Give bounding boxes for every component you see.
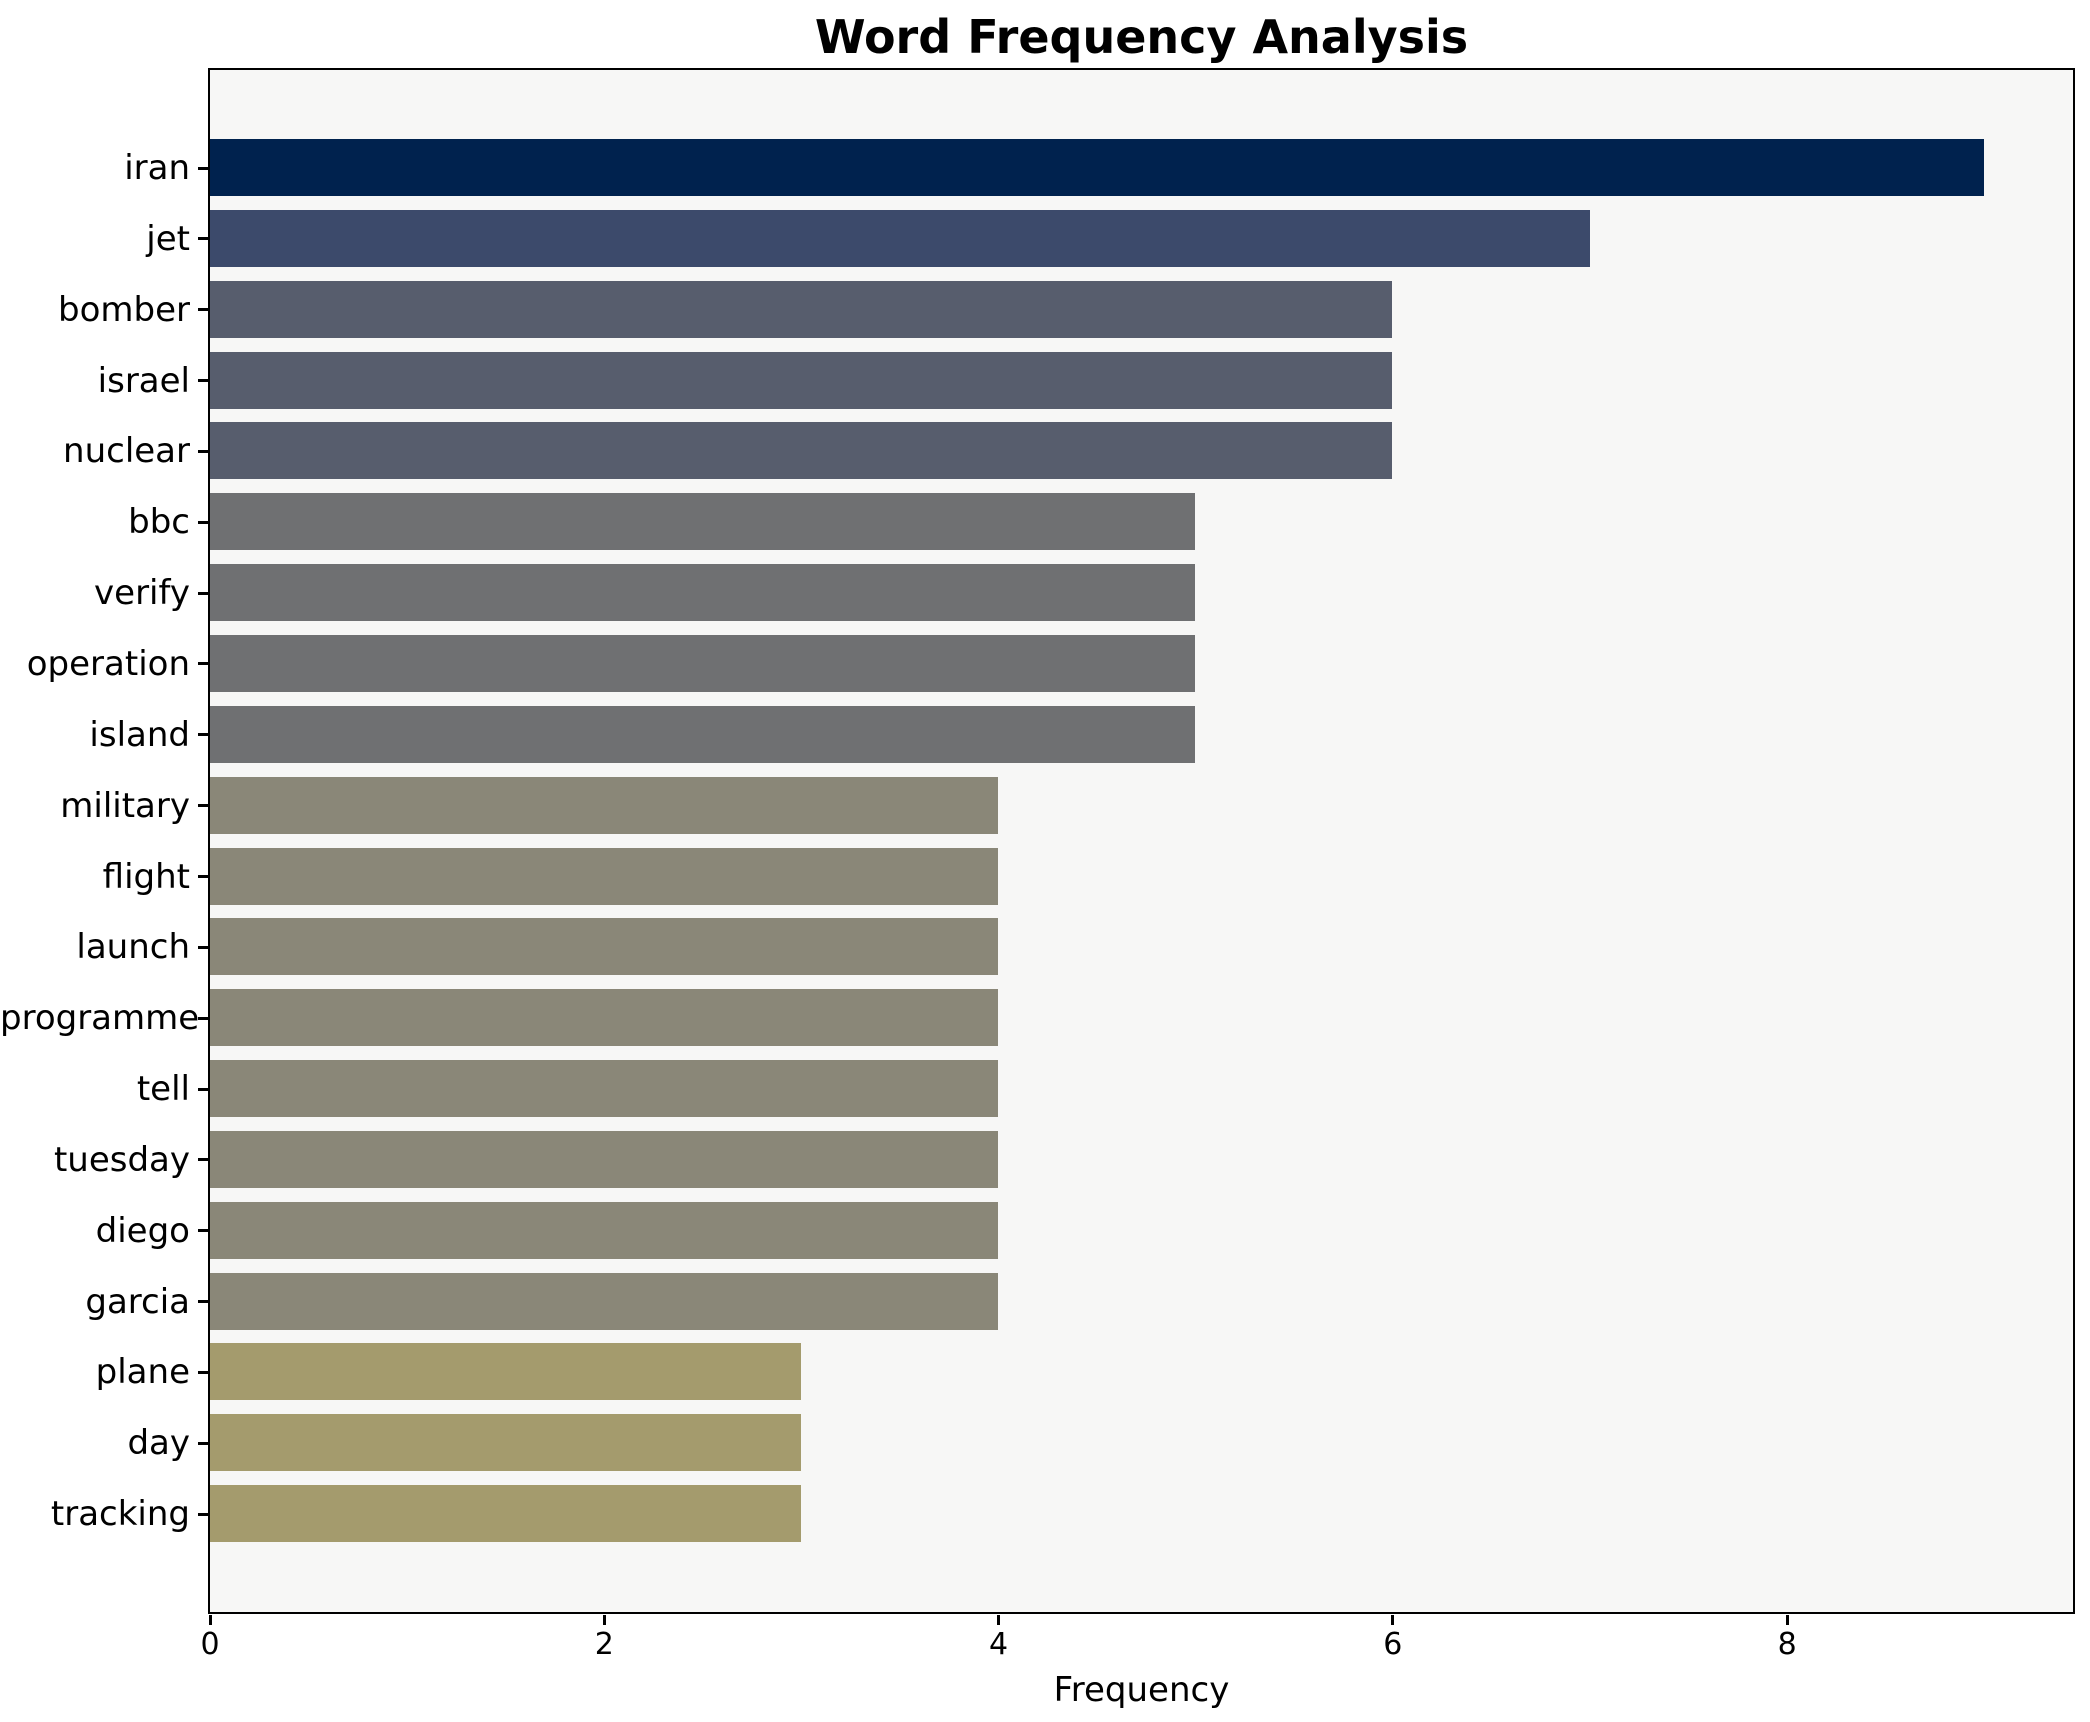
ytick-mark [197,1158,208,1162]
chart-title: Word Frequency Analysis [814,10,1469,64]
ytick-mark [197,804,208,808]
ytick-label-verify: verify [94,573,190,614]
xtick-mark [208,1614,212,1625]
xtick-mark [1785,1614,1789,1625]
ytick-label-launch: launch [76,927,190,968]
ytick-label-day: day [127,1423,190,1464]
ytick-label-tell: tell [136,1069,190,1110]
ytick-label-iran: iran [124,148,190,188]
bar-nuclear [209,422,1393,480]
ytick-label-garcia: garcia [85,1281,190,1322]
ytick-mark [197,591,208,595]
ytick-mark [197,520,208,524]
ytick-mark [197,379,208,383]
ytick-mark [197,1087,208,1091]
ytick-label-tuesday: tuesday [53,1139,190,1180]
ytick-label-jet: jet [146,218,190,259]
ytick-mark [197,308,208,312]
ytick-label-bomber: bomber [58,289,190,330]
xtick-mark [997,1614,1001,1625]
bar-jet [209,209,1590,267]
ytick-label-plane: plane [95,1352,190,1393]
ytick-mark [197,733,208,737]
bar-island [209,705,1196,763]
bar-tell [209,1060,999,1118]
ytick-mark [197,662,208,666]
bar-garcia [209,1272,999,1330]
bar-tracking [209,1485,801,1543]
xtick-mark [1391,1614,1395,1625]
ytick-mark [197,875,208,878]
ytick-mark [197,166,208,170]
ytick-mark [197,1016,208,1020]
ytick-label-island: island [89,714,190,755]
bar-israel [209,351,1393,409]
bar-military [209,776,999,834]
ytick-label-diego: diego [95,1210,190,1251]
bar-diego [209,1201,999,1259]
bar-programme [209,989,999,1047]
bar-operation [209,634,1196,692]
x-axis-label: Frequency [1053,1670,1230,1710]
xtick-label-0: 0 [200,1627,220,1662]
ytick-mark [197,449,208,453]
ytick-label-programme: programme [0,998,200,1039]
bar-iran [209,139,1984,196]
ytick-mark [197,1370,208,1374]
ytick-label-nuclear: nuclear [63,431,190,472]
ytick-label-military: military [60,785,190,826]
ytick-label-bbc: bbc [128,502,190,543]
xtick-label-6: 6 [1383,1627,1403,1662]
xtick-mark [602,1614,606,1625]
plot-area [207,67,2075,1614]
xtick-label-8: 8 [1777,1627,1797,1662]
bar-day [209,1414,801,1472]
bar-tuesday [209,1130,999,1188]
bar-launch [209,918,999,976]
ytick-mark [197,1441,208,1445]
xtick-label-2: 2 [594,1627,614,1662]
bar-verify [209,564,1196,622]
ytick-label-tracking: tracking [50,1494,190,1535]
ytick-mark [197,237,208,241]
bar-flight [209,847,999,905]
ytick-mark [197,1229,208,1233]
ytick-label-flight: flight [102,856,190,897]
ytick-mark [197,945,208,949]
bar-bbc [209,493,1196,551]
ytick-label-israel: israel [97,360,190,401]
xtick-label-4: 4 [989,1627,1009,1662]
ytick-label-operation: operation [26,643,190,684]
bar-bomber [209,280,1393,338]
ytick-mark [197,1512,208,1516]
ytick-mark [197,1300,208,1304]
bar-plane [209,1343,801,1401]
